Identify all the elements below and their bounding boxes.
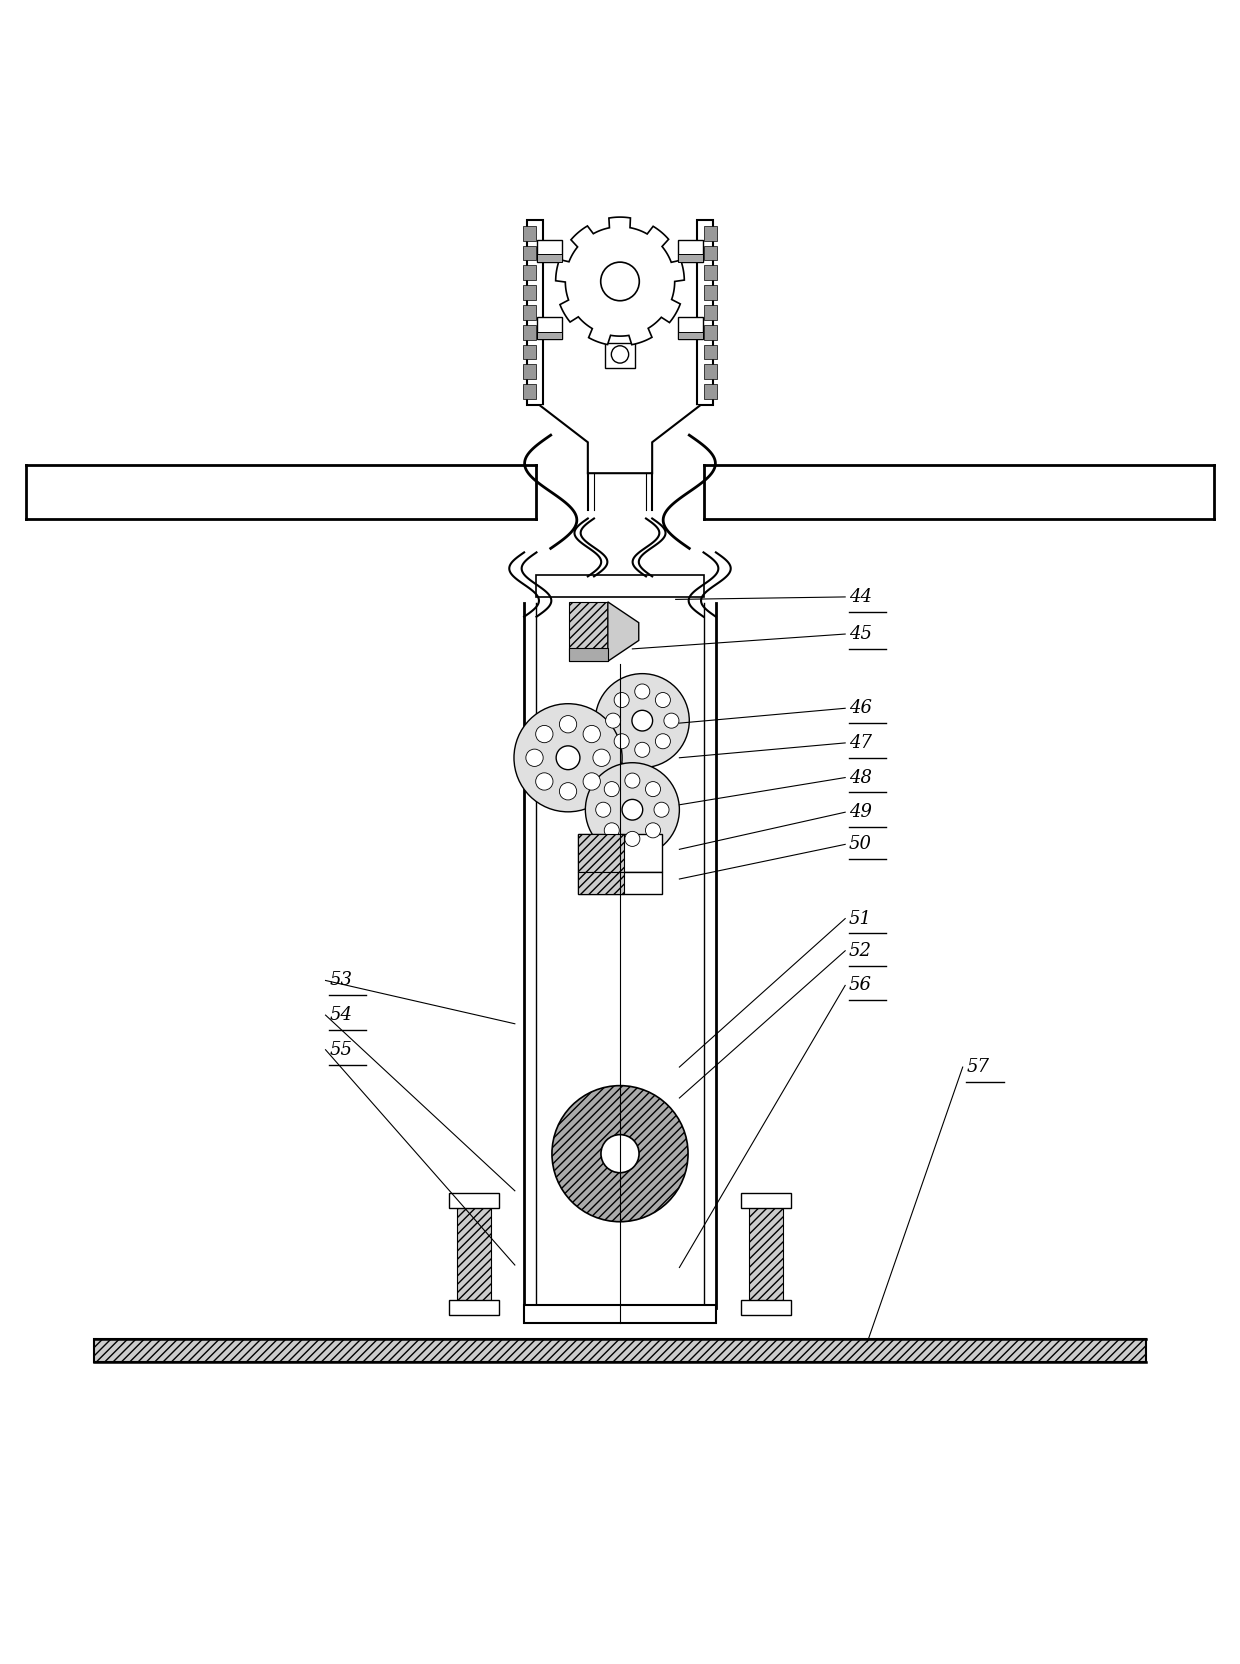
Bar	[704, 384, 717, 399]
Bar	[523, 285, 536, 300]
Circle shape	[600, 263, 640, 301]
Text: 51: 51	[849, 910, 872, 927]
Bar	[678, 240, 703, 263]
Text: 44: 44	[849, 587, 872, 606]
Bar	[704, 285, 717, 300]
Circle shape	[604, 822, 619, 839]
Bar	[569, 602, 608, 661]
Circle shape	[614, 692, 629, 707]
Bar	[742, 1193, 791, 1208]
Circle shape	[635, 742, 650, 757]
Circle shape	[646, 782, 661, 797]
Bar	[525, 1305, 715, 1323]
Bar	[523, 226, 536, 241]
Bar	[523, 305, 536, 319]
Text: 50: 50	[849, 835, 872, 854]
Circle shape	[585, 762, 680, 857]
Circle shape	[601, 1135, 639, 1173]
Text: 47: 47	[849, 734, 872, 752]
Text: 48: 48	[849, 769, 872, 787]
Polygon shape	[539, 404, 701, 473]
Bar	[449, 1193, 498, 1208]
Bar	[678, 318, 703, 339]
Text: 57: 57	[966, 1058, 990, 1077]
Bar	[569, 649, 608, 661]
Circle shape	[513, 704, 622, 812]
Circle shape	[605, 714, 621, 729]
Bar	[537, 255, 562, 263]
Bar	[704, 344, 717, 359]
Bar	[523, 384, 536, 399]
Bar	[523, 246, 536, 260]
Circle shape	[663, 714, 680, 729]
Text: 54: 54	[330, 1007, 352, 1023]
Circle shape	[604, 782, 619, 797]
Bar	[537, 331, 562, 339]
Bar	[537, 574, 703, 597]
Circle shape	[656, 692, 671, 707]
Bar	[605, 343, 635, 368]
Circle shape	[653, 802, 670, 817]
Text: 55: 55	[330, 1040, 352, 1058]
Bar	[94, 1340, 1146, 1361]
Circle shape	[646, 822, 661, 839]
Bar	[704, 226, 717, 241]
Bar	[697, 220, 713, 404]
Bar	[523, 324, 536, 339]
Circle shape	[622, 799, 642, 820]
Circle shape	[536, 726, 553, 742]
Circle shape	[557, 745, 580, 770]
Circle shape	[625, 774, 640, 789]
Bar	[678, 331, 703, 339]
Circle shape	[656, 734, 671, 749]
Bar	[704, 265, 717, 280]
Bar	[578, 834, 624, 872]
Circle shape	[583, 772, 600, 790]
Circle shape	[559, 782, 577, 800]
Bar	[578, 834, 662, 872]
Bar	[537, 240, 562, 263]
Circle shape	[583, 726, 600, 742]
Circle shape	[625, 832, 640, 847]
Text: 52: 52	[849, 942, 872, 960]
Circle shape	[536, 772, 553, 790]
Bar	[449, 1300, 498, 1315]
Circle shape	[552, 1085, 688, 1221]
Circle shape	[595, 674, 689, 767]
Text: 45: 45	[849, 626, 872, 642]
Circle shape	[632, 711, 652, 730]
Bar	[537, 318, 562, 339]
Bar	[704, 364, 717, 379]
Circle shape	[635, 684, 650, 699]
Text: 53: 53	[330, 972, 352, 990]
Bar	[704, 324, 717, 339]
Polygon shape	[608, 602, 639, 661]
Bar	[742, 1300, 791, 1315]
Bar	[678, 255, 703, 263]
Circle shape	[593, 749, 610, 767]
Bar	[749, 1203, 784, 1305]
Bar	[704, 246, 717, 260]
Text: 56: 56	[849, 977, 872, 995]
Circle shape	[559, 716, 577, 732]
Bar	[523, 344, 536, 359]
Bar	[704, 305, 717, 319]
Circle shape	[614, 734, 629, 749]
Bar	[578, 872, 624, 894]
Text: 49: 49	[849, 804, 872, 822]
Bar	[578, 872, 662, 894]
Bar	[456, 1203, 491, 1305]
Circle shape	[611, 346, 629, 363]
Circle shape	[595, 802, 611, 817]
Text: 46: 46	[849, 699, 872, 717]
Bar	[523, 265, 536, 280]
Bar	[527, 220, 543, 404]
Polygon shape	[556, 216, 684, 344]
Circle shape	[526, 749, 543, 767]
Bar	[523, 364, 536, 379]
